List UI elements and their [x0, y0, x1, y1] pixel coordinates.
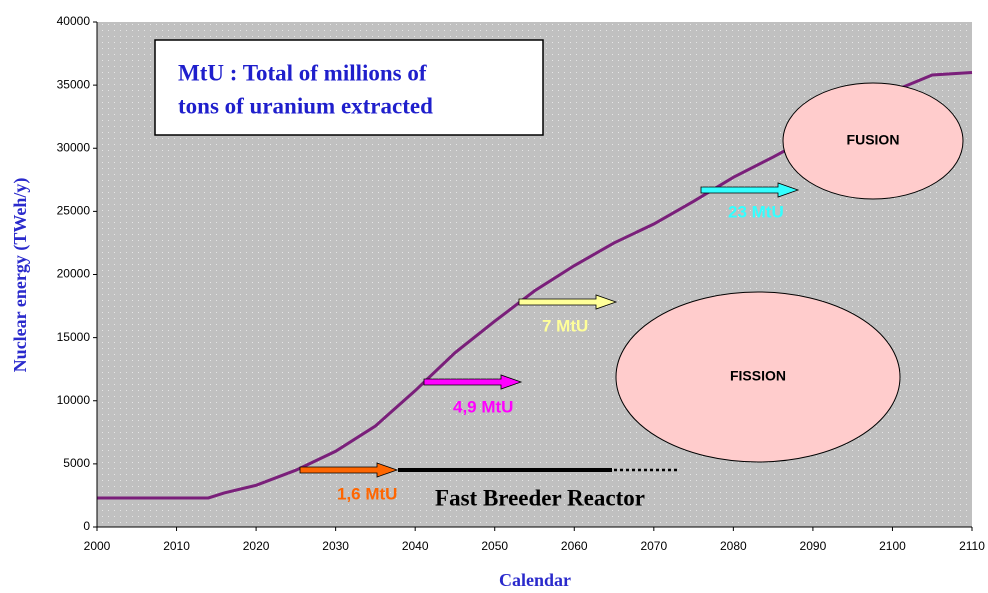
x-tick-label: 2100 — [879, 539, 906, 553]
arrow-label: 4,9 MtU — [453, 397, 513, 416]
x-tick-label: 2070 — [640, 539, 667, 553]
arrow-label: 1,6 MtU — [337, 484, 397, 503]
y-tick-label: 0 — [83, 519, 90, 533]
legend-box — [154, 39, 544, 136]
y-tick-label: 5000 — [63, 456, 90, 470]
arrow — [299, 462, 399, 478]
x-tick-label: 2060 — [561, 539, 588, 553]
box-text: MtU : Total of millions of — [178, 60, 427, 85]
box-text: tons of uranium extracted — [178, 93, 433, 118]
x-tick-label: 2110 — [959, 539, 985, 553]
y-tick-label: 35000 — [57, 77, 91, 91]
arrow-label: 23 MtU — [728, 202, 784, 221]
arrow — [518, 294, 618, 310]
x-tick-label: 2080 — [720, 539, 747, 553]
x-tick-label: 2030 — [322, 539, 349, 553]
y-tick-label: 15000 — [57, 330, 91, 344]
x-tick-label: 2020 — [243, 539, 270, 553]
fission-ellipse — [615, 291, 901, 463]
fission-label: FISSION — [730, 368, 786, 384]
y-tick-label: 25000 — [57, 204, 91, 218]
arrow-label: 7 MtU — [542, 316, 588, 335]
y-tick-label: 20000 — [57, 267, 91, 281]
x-tick-label: 2010 — [163, 539, 190, 553]
y-tick-label: 30000 — [57, 140, 91, 154]
x-axis-title: Calendar — [499, 570, 571, 590]
arrow — [700, 182, 800, 198]
x-tick-label: 2040 — [402, 539, 429, 553]
y-tick-label: 10000 — [57, 393, 91, 407]
x-tick-label: 2050 — [481, 539, 508, 553]
fusion-ellipse — [782, 82, 964, 200]
y-tick-label: 40000 — [57, 14, 91, 28]
x-tick-label: 2000 — [84, 539, 111, 553]
arrow — [423, 374, 523, 390]
x-tick-label: 2090 — [800, 539, 827, 553]
fusion-label: FUSION — [847, 132, 900, 148]
y-axis-title: Nuclear energy (TWeh/y) — [10, 178, 31, 373]
fbr-label: Fast Breeder Reactor — [435, 485, 645, 510]
